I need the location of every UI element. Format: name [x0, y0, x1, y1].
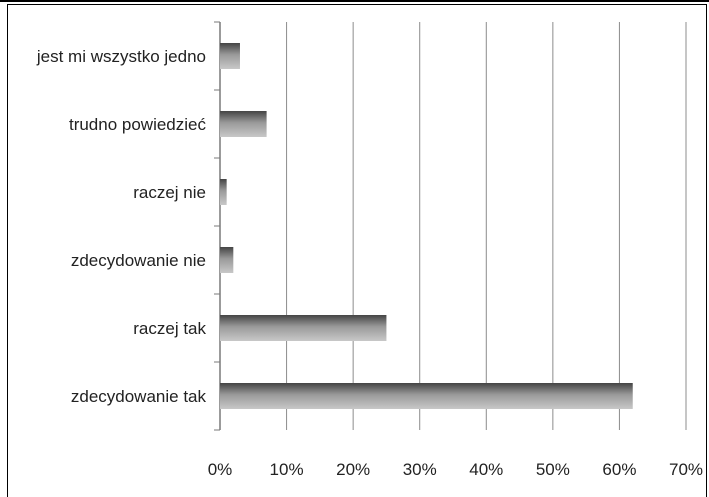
- x-tick-label: 60%: [602, 460, 636, 479]
- x-tick-label: 0%: [208, 460, 233, 479]
- category-label: trudno powiedzieć: [69, 115, 207, 134]
- labels: 0% 10% 20% 30% 40% 50% 60% 70% jest mi wszystko …: [36, 47, 703, 479]
- chart-frame: [7, 4, 707, 497]
- gridlines: [286, 22, 687, 430]
- x-tick-label: 40%: [469, 460, 503, 479]
- bar: [220, 111, 267, 137]
- x-tick-label: 20%: [336, 460, 370, 479]
- category-label: raczej nie: [133, 183, 206, 202]
- x-tick-label: 50%: [536, 460, 570, 479]
- category-label: zdecydowanie tak: [71, 387, 207, 406]
- category-label: raczej tak: [133, 319, 206, 338]
- top-border-line: [0, 0, 709, 2]
- category-label: zdecydowanie nie: [71, 251, 206, 270]
- x-tick-label: 30%: [403, 460, 437, 479]
- bar: [220, 247, 234, 273]
- category-label: jest mi wszystko jedno: [36, 47, 206, 66]
- bar: [220, 179, 227, 205]
- bar: [220, 43, 240, 69]
- x-tick-label: 10%: [270, 460, 304, 479]
- x-tick-label: 70%: [669, 460, 703, 479]
- axes: [214, 21, 221, 431]
- bars: [220, 43, 633, 409]
- bar: [220, 383, 633, 409]
- bar: [220, 315, 387, 341]
